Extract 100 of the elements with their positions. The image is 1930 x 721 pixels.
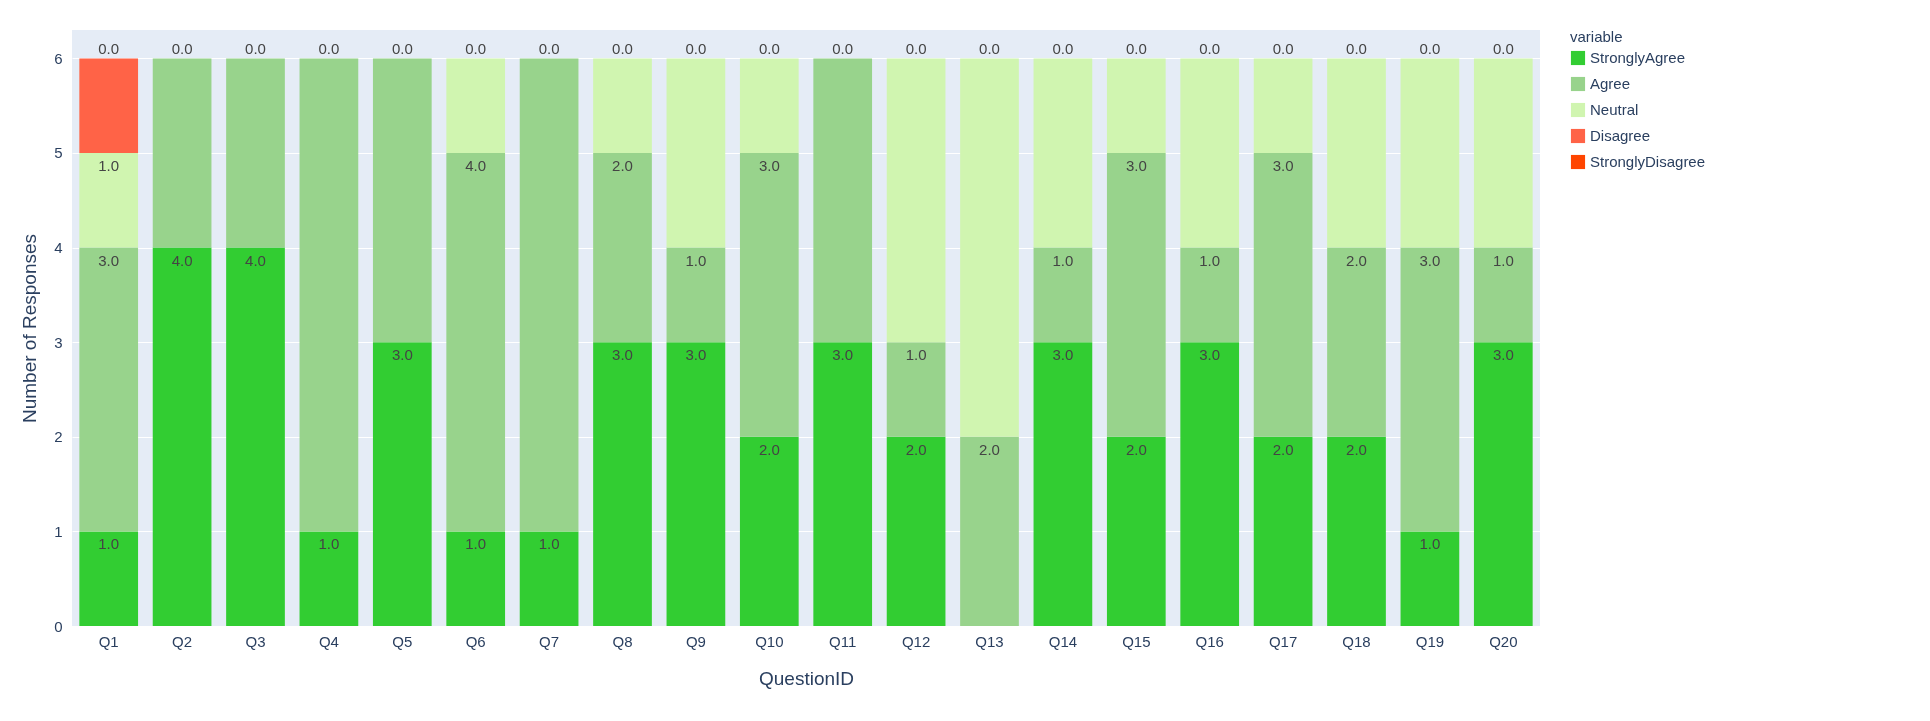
x-tick-label: Q19 — [1415, 632, 1445, 650]
y-tick-label: 1 — [54, 522, 63, 540]
bar — [446, 152, 506, 532]
data-label: 0.0 — [465, 40, 487, 58]
data-label: 0.0 — [1346, 40, 1367, 58]
data-label: 0.0 — [1199, 40, 1221, 58]
data-label: 4.0 — [245, 251, 266, 269]
bar — [79, 247, 139, 532]
data-label: 0.0 — [832, 40, 854, 58]
data-label: 2.0 — [1346, 440, 1367, 458]
x-tick-label: Q16 — [1195, 632, 1224, 650]
bar — [1400, 58, 1460, 248]
x-tick-label: Q9 — [685, 632, 706, 650]
data-label: 0.0 — [538, 40, 560, 58]
data-label: 0.0 — [979, 40, 1000, 58]
bar — [1400, 531, 1460, 626]
x-tick-label: Q2 — [172, 632, 193, 650]
legend-label: Disagree — [1590, 127, 1651, 144]
data-label: 0.0 — [171, 40, 193, 58]
data-label: 3.0 — [758, 156, 780, 174]
y-tick-label: 5 — [54, 144, 63, 162]
data-label: 0.0 — [98, 40, 120, 58]
bar — [960, 58, 1019, 437]
x-tick-label: Q5 — [392, 632, 413, 650]
data-label: 0.0 — [905, 40, 927, 58]
bar — [1473, 58, 1533, 248]
bar — [372, 342, 432, 626]
bar — [1106, 58, 1166, 153]
data-label: 3.0 — [832, 346, 854, 364]
data-label: 0.0 — [1492, 40, 1514, 58]
data-label: 3.0 — [391, 346, 413, 364]
x-tick-label: Q18 — [1342, 632, 1371, 650]
bar — [79, 58, 139, 153]
bar — [1253, 436, 1313, 626]
x-tick-label: Q6 — [465, 632, 486, 650]
data-label: 2.0 — [758, 440, 780, 458]
data-label: 1.0 — [465, 535, 487, 553]
bar — [1106, 152, 1166, 437]
bar — [226, 247, 285, 626]
bar — [813, 58, 873, 343]
bar — [739, 152, 799, 437]
bar — [1327, 58, 1386, 248]
x-tick-label: Q7 — [539, 632, 560, 650]
bar — [739, 58, 799, 153]
bar — [79, 531, 139, 626]
x-tick-label: Q4 — [318, 632, 339, 650]
bar — [372, 58, 432, 343]
bar — [593, 342, 652, 626]
data-label: 1.0 — [98, 535, 120, 553]
data-label: 2.0 — [1272, 440, 1294, 458]
bar — [299, 531, 359, 626]
data-label: 3.0 — [1125, 156, 1147, 174]
bar — [1180, 247, 1240, 343]
data-label: 0.0 — [318, 40, 340, 58]
bar — [1033, 247, 1093, 343]
data-label: 0.0 — [685, 40, 707, 58]
data-label: 0.0 — [245, 40, 266, 58]
bar — [1253, 152, 1313, 437]
bar — [739, 436, 799, 626]
x-tick-label: Q12 — [901, 632, 931, 650]
data-label: 0.0 — [612, 40, 633, 58]
data-label: 2.0 — [1346, 251, 1367, 269]
data-label: 0.0 — [758, 40, 780, 58]
x-tick-label: Q10 — [755, 632, 784, 650]
y-tick-label: 0 — [54, 617, 63, 635]
data-label: 1.0 — [1492, 251, 1514, 269]
data-label: 0.0 — [1125, 40, 1147, 58]
bar — [152, 247, 212, 626]
bar — [666, 342, 726, 626]
bar — [1033, 58, 1093, 248]
legend-label: StronglyDisagree — [1590, 153, 1706, 170]
data-label: 0.0 — [1052, 40, 1074, 58]
data-label: 1.0 — [318, 535, 340, 553]
bar — [1180, 58, 1240, 248]
bar — [593, 58, 652, 153]
bar — [813, 342, 873, 626]
data-label: 1.0 — [905, 346, 927, 364]
data-label: 3.0 — [1052, 346, 1074, 364]
x-tick-label: Q15 — [1122, 632, 1151, 650]
y-tick-label: 3 — [54, 333, 63, 351]
legend-label: Agree — [1590, 75, 1631, 92]
bar — [446, 531, 506, 626]
bar — [1400, 247, 1460, 532]
bar — [299, 58, 359, 532]
bar — [446, 58, 506, 153]
data-label: 3.0 — [1272, 156, 1294, 174]
data-label: 4.0 — [171, 251, 193, 269]
y-tick-label: 4 — [54, 239, 63, 257]
legend-label: StronglyAgree — [1590, 49, 1686, 66]
y-axis-title: Number of Responses — [19, 233, 41, 424]
bar — [79, 152, 139, 248]
data-label: 0.0 — [391, 40, 413, 58]
data-label: 1.0 — [1199, 251, 1221, 269]
data-label: 2.0 — [905, 440, 927, 458]
bar — [226, 58, 285, 248]
legend-label: Neutral — [1590, 101, 1639, 118]
x-tick-label: Q13 — [975, 632, 1004, 650]
bar — [1033, 342, 1093, 626]
x-tick-label: Q1 — [98, 632, 119, 650]
y-tick-label: 6 — [54, 49, 63, 67]
